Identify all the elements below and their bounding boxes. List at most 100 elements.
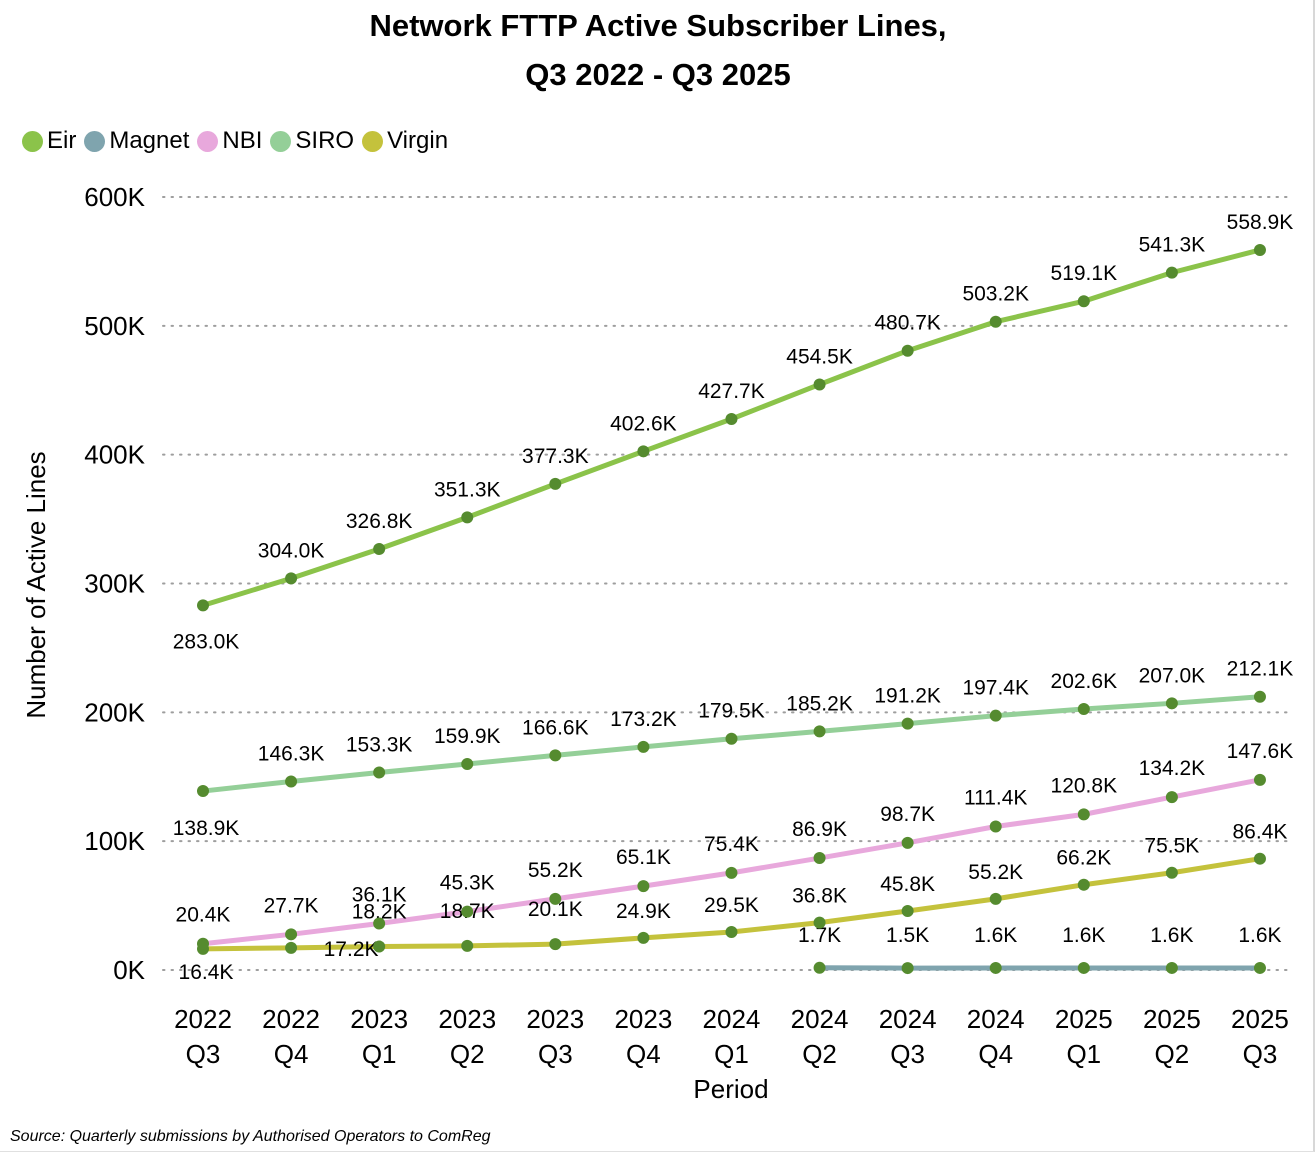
data-label-virgin: 18.2K bbox=[352, 901, 407, 924]
data-label-virgin: 20.1K bbox=[528, 898, 583, 921]
data-point-virgin bbox=[725, 925, 738, 938]
data-point-eir bbox=[1165, 266, 1178, 279]
data-point-eir bbox=[373, 542, 386, 555]
x-tick-label-year: 2022 bbox=[262, 1004, 320, 1034]
y-axis-title: Number of Active Lines bbox=[21, 451, 51, 718]
legend-marker-icon bbox=[22, 130, 43, 152]
data-label-siro: 138.9K bbox=[173, 817, 240, 840]
data-point-nbi bbox=[1165, 791, 1178, 804]
data-point-siro bbox=[373, 766, 386, 779]
legend-label: Magnet bbox=[109, 127, 190, 154]
data-label-nbi: 36.1K bbox=[352, 883, 407, 906]
legend-label: SIRO bbox=[295, 127, 355, 154]
data-label-siro: 185.2K bbox=[786, 692, 853, 715]
data-label-siro: 197.4K bbox=[962, 677, 1029, 700]
chart-subtitle: Q3 2022 - Q3 2025 bbox=[525, 57, 791, 92]
y-tick-label: 100K bbox=[84, 826, 145, 856]
legend-label: Eir bbox=[47, 127, 77, 154]
data-point-magnet bbox=[1253, 961, 1266, 974]
legend: Eir Magnet NBI SIRO Virgin bbox=[22, 127, 456, 155]
data-point-eir bbox=[285, 572, 298, 585]
data-label-nbi: 27.7K bbox=[264, 894, 319, 917]
series-line-eir bbox=[202, 247, 1261, 608]
legend-label: NBI bbox=[222, 127, 263, 154]
data-label-nbi: 86.9K bbox=[792, 818, 847, 841]
data-label-eir: 351.3K bbox=[434, 478, 501, 501]
data-label-magnet: 1.6K bbox=[1150, 924, 1193, 947]
data-label-virgin: 45.8K bbox=[880, 873, 935, 896]
data-point-eir bbox=[197, 599, 209, 612]
data-label-eir: 519.1K bbox=[1051, 262, 1118, 285]
x-axis-title: Period bbox=[693, 1074, 768, 1104]
x-tick-label-quarter: Q2 bbox=[450, 1039, 485, 1069]
data-label-siro: 202.6K bbox=[1051, 670, 1118, 693]
data-label-siro: 179.5K bbox=[698, 700, 765, 723]
x-tick-label-quarter: Q1 bbox=[1066, 1039, 1101, 1069]
legend-marker-icon bbox=[197, 130, 219, 152]
legend-item-nbi[interactable]: NBI bbox=[197, 127, 262, 155]
data-label-siro: 159.9K bbox=[434, 725, 501, 748]
x-tick-label-quarter: Q3 bbox=[186, 1039, 221, 1069]
data-label-nbi: 20.4K bbox=[176, 904, 231, 927]
y-tick-label: 600K bbox=[84, 182, 145, 212]
data-point-nbi bbox=[901, 836, 914, 849]
y-tick-label: 200K bbox=[84, 697, 145, 727]
source-note: Source: Quarterly submissions by Authori… bbox=[10, 1128, 491, 1145]
data-point-virgin bbox=[285, 941, 298, 954]
data-point-siro bbox=[637, 740, 650, 753]
x-tick-label-year: 2024 bbox=[879, 1004, 937, 1034]
data-point-virgin bbox=[549, 938, 562, 951]
data-point-magnet bbox=[813, 961, 826, 974]
data-point-virgin bbox=[461, 939, 474, 952]
data-label-siro: 212.1K bbox=[1227, 658, 1294, 681]
x-tick-label-year: 2024 bbox=[967, 1004, 1025, 1034]
data-label-eir: 283.0K bbox=[173, 630, 240, 653]
data-point-nbi bbox=[461, 905, 474, 918]
legend-marker-icon bbox=[84, 130, 106, 152]
data-label-nbi: 111.4K bbox=[964, 786, 1027, 809]
data-point-eir bbox=[989, 315, 1002, 328]
data-label-virgin: 86.4K bbox=[1233, 821, 1288, 844]
legend-item-virgin[interactable]: Virgin bbox=[362, 127, 448, 155]
data-label-eir: 558.9K bbox=[1227, 211, 1294, 234]
x-tick-label-year: 2023 bbox=[526, 1004, 584, 1034]
data-point-eir bbox=[461, 511, 474, 524]
legend-item-eir[interactable]: Eir bbox=[22, 127, 76, 155]
data-point-eir bbox=[637, 445, 650, 458]
data-label-siro: 153.3K bbox=[346, 733, 413, 756]
x-tick-label-quarter: Q3 bbox=[1243, 1039, 1278, 1069]
data-label-magnet: 1.5K bbox=[886, 924, 929, 947]
data-point-nbi bbox=[285, 928, 298, 941]
x-tick-label-quarter: Q4 bbox=[978, 1039, 1013, 1069]
data-point-siro bbox=[461, 757, 474, 770]
data-point-siro bbox=[1165, 697, 1178, 710]
data-point-nbi bbox=[813, 852, 826, 865]
data-label-virgin: 16.4K bbox=[179, 961, 234, 984]
x-tick-label-year: 2022 bbox=[174, 1004, 232, 1034]
data-label-eir: 427.7K bbox=[698, 380, 765, 403]
data-label-nbi: 45.3K bbox=[440, 872, 495, 895]
data-label-eir: 503.2K bbox=[962, 283, 1029, 306]
data-point-eir bbox=[725, 412, 738, 425]
data-label-virgin: 36.8K bbox=[792, 885, 847, 908]
data-label-virgin: 55.2K bbox=[968, 861, 1023, 884]
legend-item-siro[interactable]: SIRO bbox=[270, 127, 354, 155]
data-point-magnet bbox=[989, 961, 1002, 974]
data-label-eir: 326.8K bbox=[346, 510, 413, 533]
x-tick-label-quarter: Q3 bbox=[538, 1039, 573, 1069]
data-point-siro bbox=[901, 717, 914, 730]
data-point-nbi bbox=[989, 820, 1002, 833]
data-point-nbi bbox=[1077, 808, 1090, 821]
y-tick-label: 0K bbox=[113, 955, 145, 985]
data-point-nbi bbox=[725, 866, 738, 879]
legend-label: Virgin bbox=[387, 127, 449, 154]
data-point-siro bbox=[1253, 690, 1266, 703]
data-label-siro: 173.2K bbox=[610, 708, 677, 731]
data-point-eir bbox=[901, 344, 914, 357]
legend-item-magnet[interactable]: Magnet bbox=[84, 127, 189, 155]
data-point-siro bbox=[285, 775, 298, 788]
data-point-magnet bbox=[1165, 961, 1178, 974]
data-point-virgin bbox=[989, 892, 1002, 905]
data-point-siro bbox=[549, 749, 562, 762]
